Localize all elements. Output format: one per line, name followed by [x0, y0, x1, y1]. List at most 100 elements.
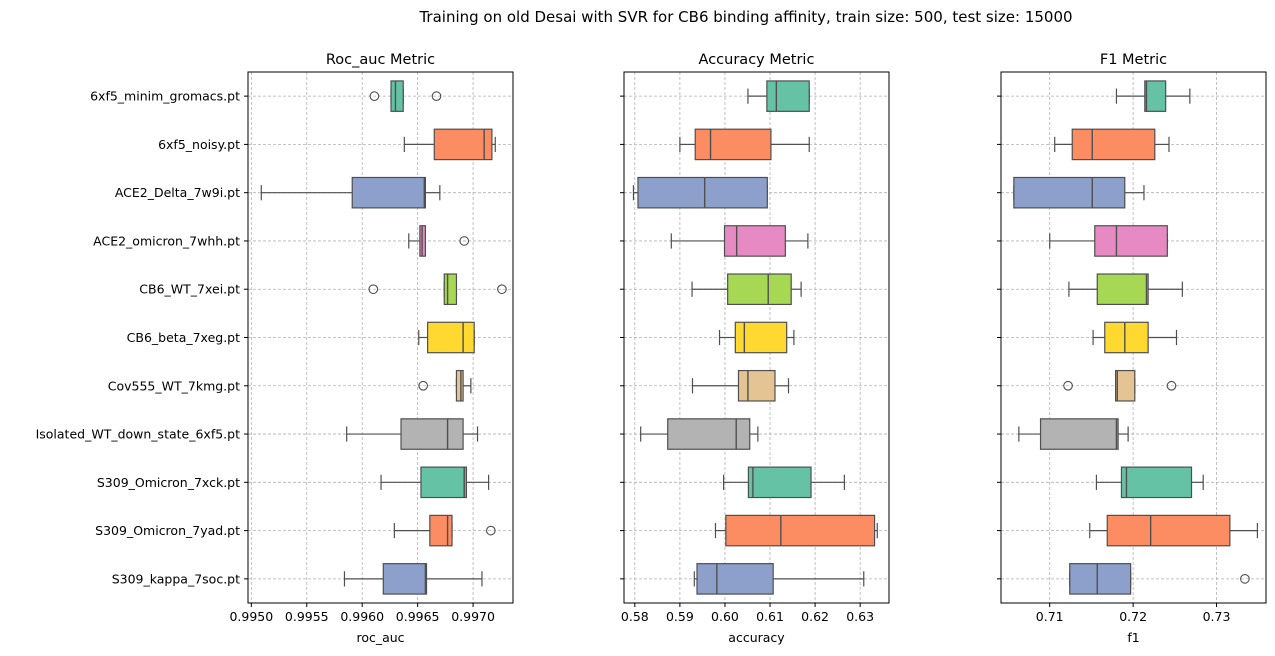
box-9 [380, 466, 490, 499]
x-tick-label: 0.58 [621, 609, 649, 624]
box-6 [418, 321, 475, 354]
outlier-point [1240, 574, 1250, 584]
iqr-box [723, 225, 786, 257]
iqr-box [443, 273, 458, 306]
iqr-box [734, 321, 788, 354]
iqr-box [737, 369, 776, 402]
panel-2: 0.58 0.59 0.60 0.61 0.62 0.63 Accuracy Metric a… [620, 52, 890, 645]
iqr-box [429, 514, 453, 547]
box-9 [1095, 466, 1204, 499]
box-10 [714, 514, 878, 547]
iqr-box [1115, 369, 1136, 402]
outlier-point [369, 91, 380, 101]
box-9 [723, 466, 845, 499]
box-5 [1068, 273, 1183, 306]
x-tick-label: 0.9970 [451, 609, 495, 624]
y-tick-label: S309_kappa_7soc.pt [112, 571, 240, 586]
iqr-box [766, 80, 810, 112]
box-1 [747, 80, 810, 112]
outlier-point [431, 91, 442, 101]
box-5 [368, 273, 507, 306]
x-tick-label: 0.71 [1036, 609, 1064, 624]
iqr-box [747, 466, 812, 499]
box-7 [1063, 369, 1177, 402]
box-4 [670, 225, 809, 257]
x-tick-label: 0.9955 [285, 609, 329, 624]
y-tick-label: 6xf5_minim_gromacs.pt [90, 89, 240, 104]
iqr-box [1013, 176, 1126, 209]
box-7 [691, 369, 790, 402]
box-1 [1115, 80, 1191, 112]
x-tick-label: 0.60 [711, 609, 739, 624]
iqr-box [433, 128, 493, 161]
panel-title: Accuracy Metric [699, 52, 815, 68]
outlier-point [1063, 380, 1073, 391]
y-tick-label: Cov555_WT_7kmg.pt [108, 378, 240, 393]
box-11 [1069, 563, 1250, 595]
box-4 [408, 225, 470, 257]
iqr-box [1094, 225, 1168, 257]
iqr-box [696, 563, 774, 595]
outlier-point [1166, 380, 1177, 391]
y-tick-label: 6xf5_noisy.pt [158, 137, 240, 152]
outlier-point [418, 380, 429, 391]
outlier-point [459, 236, 470, 246]
box-3 [632, 176, 768, 209]
y-tick-label: ACE2_omicron_7whh.pt [93, 233, 240, 248]
box-6 [1092, 321, 1178, 354]
x-tick-label: 0.59 [666, 609, 694, 624]
iqr-box [1144, 80, 1167, 112]
x-tick-label: 0.61 [756, 609, 784, 624]
y-tick-label: ACE2_Delta_7w9i.pt [115, 185, 240, 200]
box-6 [718, 321, 795, 354]
iqr-box [1096, 273, 1149, 306]
outlier-point [485, 525, 496, 536]
x-tick-label: 0.9950 [229, 609, 273, 624]
x-tick-label: 0.63 [846, 609, 874, 624]
iqr-box [390, 80, 404, 112]
box-2 [1054, 128, 1170, 161]
box-10 [393, 514, 496, 547]
iqr-box [637, 176, 768, 209]
x-axis-label: roc_auc [356, 630, 404, 645]
iqr-box [427, 321, 475, 354]
box-8 [640, 418, 759, 450]
panel-3: 0.71 0.72 0.73 F1 Metric f1 [997, 52, 1267, 645]
box-11 [343, 563, 483, 595]
iqr-box [1071, 128, 1156, 161]
iqr-box [1039, 418, 1119, 450]
panel-1: 0.9950 0.9955 0.9960 0.9965 0.9970 6xf5_minim… [36, 52, 514, 645]
iqr-box [382, 563, 428, 595]
iqr-box [455, 369, 464, 402]
outlier-point [497, 284, 507, 295]
iqr-box [351, 176, 427, 209]
x-tick-label: 0.62 [801, 609, 829, 624]
y-tick-label: S309_Omicron_7xck.pt [97, 475, 240, 490]
box-4 [1049, 225, 1168, 257]
y-tick-label: CB6_beta_7xeg.pt [127, 330, 240, 345]
box-10 [1089, 514, 1259, 547]
iqr-box [400, 418, 464, 450]
box-7 [418, 369, 472, 402]
iqr-box [694, 128, 772, 161]
x-tick-label: 0.9960 [340, 609, 384, 624]
box-2 [403, 128, 496, 161]
box-8 [346, 418, 479, 450]
y-tick-label: Isolated_WT_down_state_6xf5.pt [36, 427, 241, 442]
x-tick-label: 0.72 [1119, 609, 1147, 624]
panel-title: F1 Metric [1100, 52, 1167, 68]
y-tick-label: CB6_WT_7xei.pt [139, 282, 240, 297]
iqr-box [667, 418, 751, 450]
x-axis-label: accuracy [728, 630, 785, 645]
iqr-box [725, 514, 876, 547]
box-2 [679, 128, 810, 161]
iqr-box [1104, 321, 1149, 354]
box-8 [1018, 418, 1129, 450]
iqr-box [727, 273, 792, 306]
outlier-point [368, 284, 379, 295]
box-11 [693, 563, 865, 595]
iqr-box [1106, 514, 1231, 547]
iqr-box [1120, 466, 1193, 499]
box-3 [260, 176, 441, 209]
